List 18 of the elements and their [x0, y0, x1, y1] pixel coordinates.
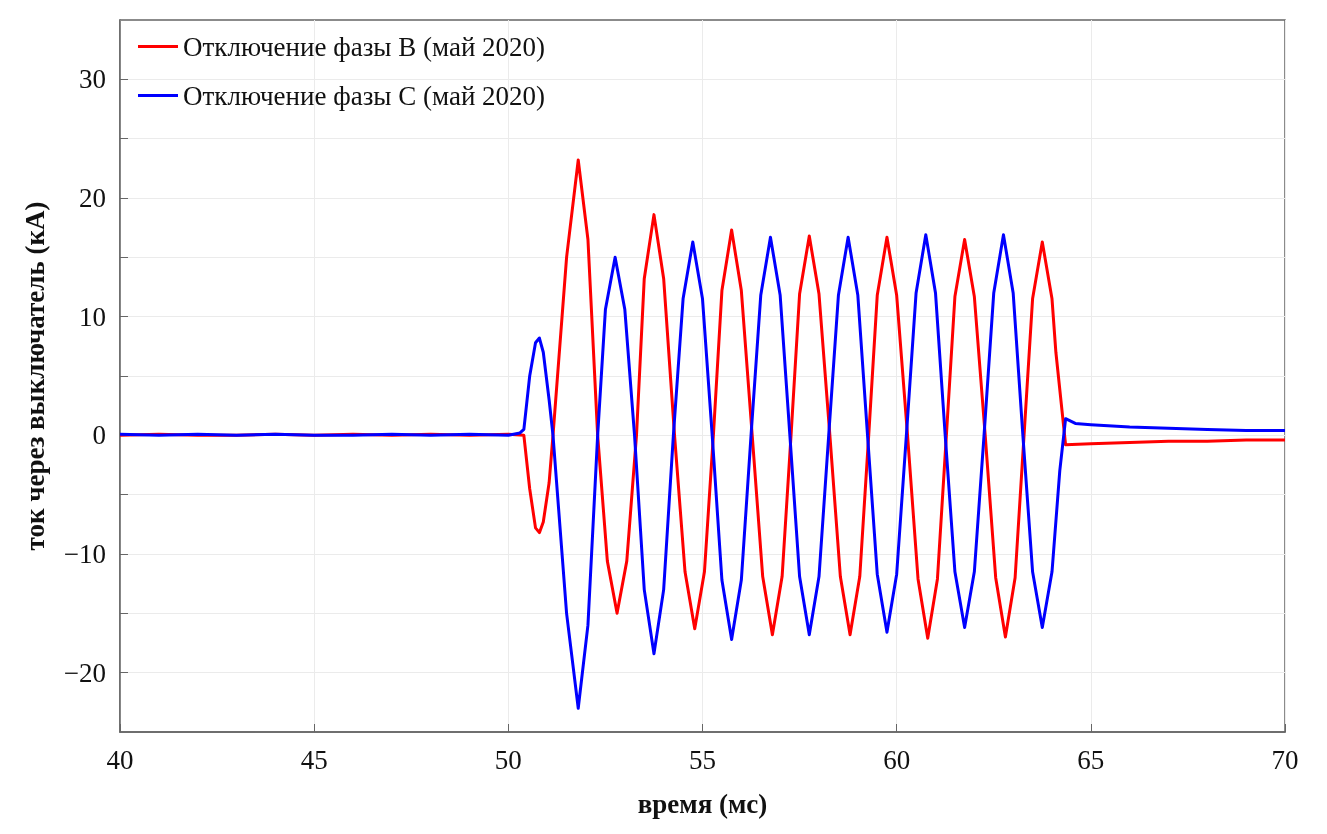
legend-label: Отключение фазы B (май 2020) [183, 31, 546, 62]
legend-label: Отключение фазы C (май 2020) [183, 80, 546, 111]
x-tick-label: 55 [689, 744, 716, 775]
y-tick-label: 10 [79, 301, 106, 332]
y-axis-title: ток через выключатель (кА) [19, 201, 50, 551]
y-tick-label: −10 [63, 539, 106, 569]
x-tick-label: 40 [106, 744, 134, 775]
x-tick-label: 60 [883, 744, 911, 775]
y-tick-label: 30 [79, 64, 106, 95]
x-tick-label: 50 [494, 744, 522, 775]
x-tick-label: 65 [1077, 744, 1105, 775]
x-tick-label: 45 [300, 744, 328, 775]
y-tick-label: 0 [92, 420, 106, 451]
line-series [118, 233, 1287, 710]
x-axis-title: время (мс) [637, 788, 768, 819]
x-tick-label: 70 [1271, 744, 1299, 775]
y-tick-label: −20 [63, 657, 106, 688]
y-tick-label: 20 [79, 183, 106, 213]
